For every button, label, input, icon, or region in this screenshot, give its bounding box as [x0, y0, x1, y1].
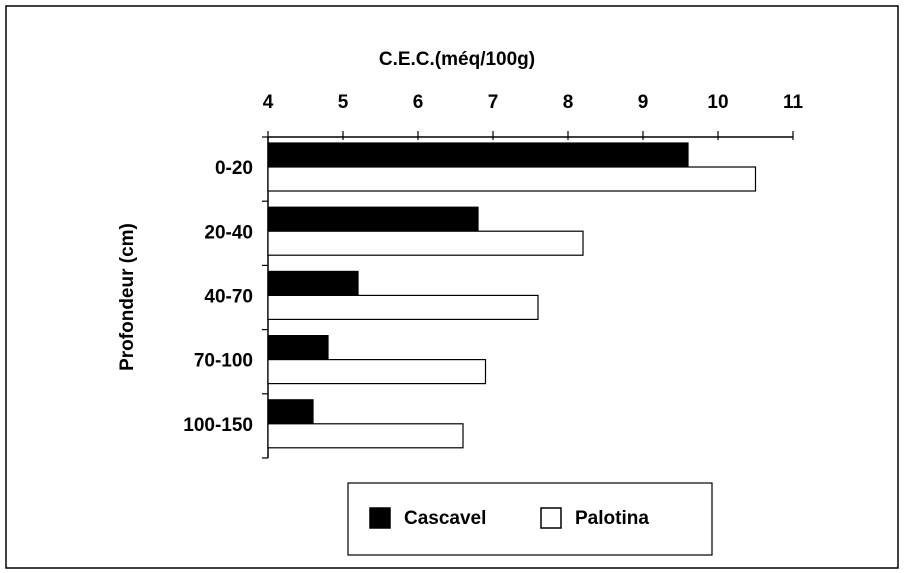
x-tick-label: 6	[413, 92, 424, 113]
x-tick-label: 7	[488, 92, 499, 113]
y-axis-label: Profondeur (cm)	[117, 223, 138, 371]
legend-label: Palotina	[575, 508, 649, 529]
bar	[267, 270, 359, 296]
y-tick-label: 40-70	[204, 287, 253, 308]
chart-title: C.E.C.(méq/100g)	[379, 49, 535, 70]
bar	[267, 335, 329, 361]
x-tick-label: 9	[638, 92, 649, 113]
y-tick-label: 70-100	[194, 351, 253, 372]
x-tick-label: 10	[707, 92, 728, 113]
bar	[267, 423, 464, 449]
bar	[267, 142, 689, 168]
bar	[267, 230, 584, 256]
legend-swatch	[540, 507, 562, 529]
bar	[267, 294, 539, 320]
bar	[267, 359, 487, 385]
y-tick-label: 0-20	[215, 158, 253, 179]
bar	[267, 206, 479, 232]
y-tick-label: 20-40	[204, 222, 253, 243]
chart-border	[5, 5, 899, 569]
x-tick-label: 11	[783, 92, 804, 113]
bar	[267, 399, 314, 425]
legend-box	[347, 482, 713, 556]
bar	[267, 166, 757, 192]
x-tick-label: 5	[338, 92, 349, 113]
x-tick-label: 4	[263, 92, 274, 113]
y-tick-label: 100-150	[183, 415, 253, 436]
legend-label: Cascavel	[404, 508, 486, 529]
legend-swatch	[369, 507, 391, 529]
x-tick-label: 8	[563, 92, 574, 113]
